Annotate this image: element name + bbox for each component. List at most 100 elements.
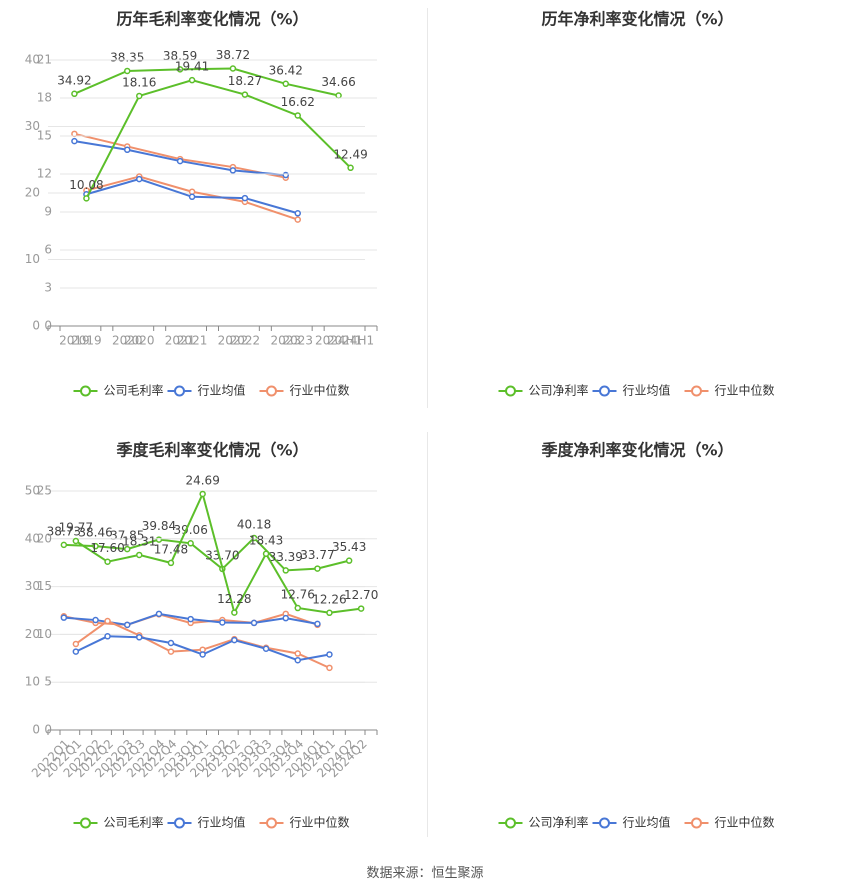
x-tick-label: 2024H1 <box>315 334 362 348</box>
y-tick-label: 50 <box>25 484 40 498</box>
legend-label: 行业均值 <box>623 815 671 830</box>
data-point <box>124 545 131 553</box>
y-tick-label: 20 <box>25 627 40 641</box>
x-tick-label: 2021 <box>177 334 208 348</box>
data-point <box>282 80 289 88</box>
legend-label: 公司净利率 <box>529 383 589 398</box>
data-point <box>104 633 111 640</box>
y-tick-label: 0 <box>32 319 40 333</box>
data-label: 18.43 <box>249 533 283 547</box>
legend-marker-1 <box>174 385 185 397</box>
y-tick-label: 30 <box>25 579 40 593</box>
data-label: 12.76 <box>281 588 315 602</box>
y-tick-label: 10 <box>37 627 52 641</box>
data-point <box>83 195 90 202</box>
legend-label: 行业中位数 <box>290 383 350 398</box>
chart-svg: 历年净利率变化情况（%） 0 3 6 9 12 15 18 21 2019 2020 2021 2022… <box>37 10 775 398</box>
data-label: 38.59 <box>163 49 197 63</box>
data-point <box>188 76 196 84</box>
data-label: 39.84 <box>142 519 176 533</box>
data-label: 18.31 <box>122 534 156 548</box>
y-tick-label: 40 <box>25 53 40 67</box>
legend-label: 公司毛利率 <box>104 383 164 398</box>
data-point <box>326 651 333 658</box>
legend-marker-0 <box>505 817 516 829</box>
data-label: 36.42 <box>269 63 303 77</box>
data-point <box>282 614 289 622</box>
data-label: 16.62 <box>281 95 315 109</box>
data-point <box>219 619 226 626</box>
x-tick-label: 2023 <box>282 334 313 348</box>
data-point <box>60 614 68 621</box>
data-label: 12.70 <box>344 588 378 602</box>
y-tick-label: 10 <box>25 675 40 689</box>
data-label: 19.41 <box>175 60 209 74</box>
chart-title: 历年毛利率变化情况（%） <box>116 10 308 29</box>
data-point <box>167 648 175 655</box>
data-point <box>72 640 80 648</box>
data-point <box>187 540 194 547</box>
data-point <box>326 609 333 617</box>
data-label: 38.35 <box>110 50 144 64</box>
data-point <box>294 216 301 223</box>
series-line-0 <box>85 79 352 199</box>
data-point <box>71 137 78 145</box>
data-point <box>347 164 354 172</box>
data-point <box>155 536 163 543</box>
data-point <box>187 615 194 623</box>
data-label: 18.27 <box>228 74 262 88</box>
data-point <box>229 65 237 72</box>
data-label: 38.46 <box>78 526 112 540</box>
data-point <box>176 157 184 165</box>
legend-label: 行业均值 <box>198 815 246 830</box>
data-point <box>231 609 238 616</box>
data-point <box>250 619 258 627</box>
data-point <box>357 605 365 612</box>
y-tick-label: 20 <box>25 186 40 200</box>
x-tick-label: 2023 <box>270 334 301 348</box>
data-point <box>136 175 143 183</box>
data-point <box>231 636 238 644</box>
data-label: 12.26 <box>312 592 346 606</box>
data-label: 17.48 <box>154 542 188 556</box>
chart-group: 历年净利率变化情况（%） 0 3 6 9 12 15 18 21 2019 2020 2021 2022… <box>37 10 775 398</box>
vertical-divider-top <box>427 8 428 408</box>
series-line-0 <box>63 536 350 572</box>
y-tick-label: 25 <box>37 484 52 498</box>
data-point <box>188 188 196 195</box>
data-point <box>72 648 80 655</box>
data-point <box>294 650 301 657</box>
data-point <box>294 210 301 217</box>
legend-label: 公司净利率 <box>529 815 589 830</box>
data-point <box>136 551 143 559</box>
x-tick-label: 2019 <box>71 334 102 348</box>
data-point <box>199 490 206 498</box>
data-label: 38.72 <box>216 48 250 62</box>
data-point <box>345 557 353 564</box>
data-point <box>229 167 237 174</box>
data-point <box>92 616 99 624</box>
data-point <box>262 645 270 652</box>
vertical-divider-bottom <box>427 432 428 837</box>
chart-annual-net-margin: 历年净利率变化情况（%） 0 3 6 9 12 15 18 21 2019 2020 2021 2022… <box>37 0 850 420</box>
data-label: 34.66 <box>321 75 355 89</box>
legend-label: 行业中位数 <box>715 383 775 398</box>
y-tick-label: 40 <box>25 531 40 545</box>
legend-marker-2 <box>691 817 702 829</box>
data-point <box>72 537 80 545</box>
data-point <box>124 67 131 75</box>
data-point <box>60 541 68 549</box>
data-point <box>282 171 289 179</box>
data-point <box>92 542 99 550</box>
series-line-0 <box>74 67 339 97</box>
data-point <box>167 559 175 567</box>
data-point <box>314 565 321 572</box>
data-label: 33.77 <box>300 548 334 562</box>
legend-marker-1 <box>599 817 610 829</box>
data-label: 40.18 <box>237 517 271 531</box>
data-label: 35.43 <box>332 540 366 554</box>
data-point <box>124 621 131 629</box>
legend-marker-0 <box>80 385 91 397</box>
x-tick-label: 2020 <box>124 334 155 348</box>
